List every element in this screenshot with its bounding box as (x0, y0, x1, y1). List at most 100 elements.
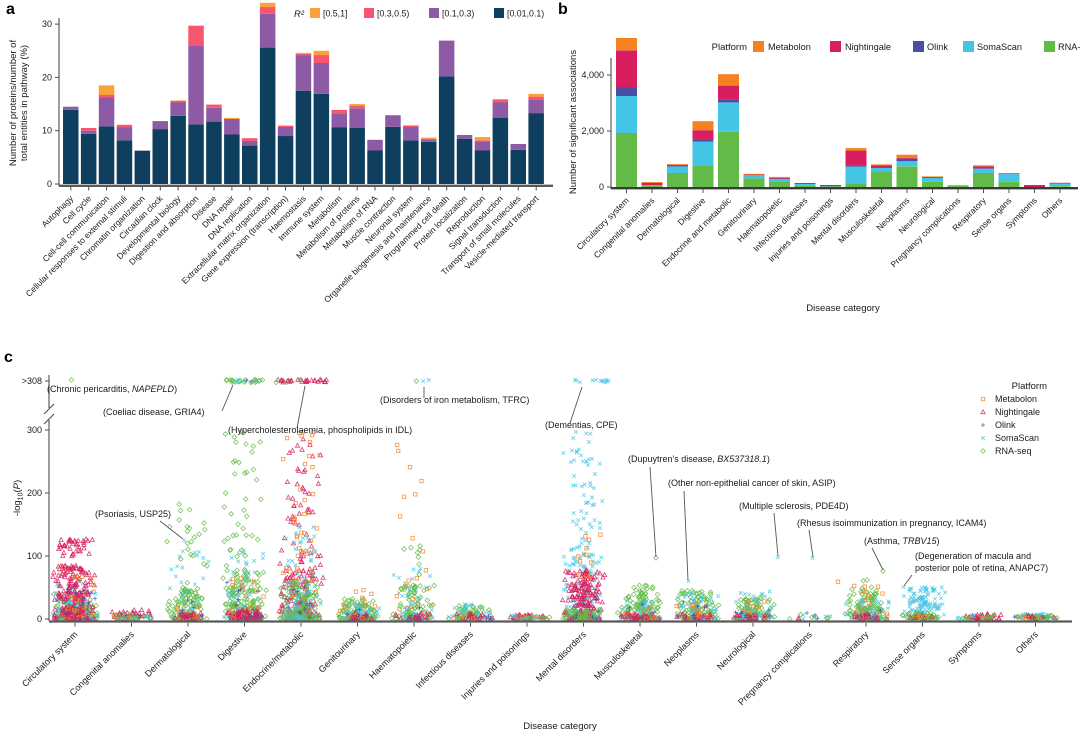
panel-c-axis-break-mark (43, 403, 55, 415)
annotation-connector (903, 574, 913, 587)
bar-segment (492, 99, 509, 103)
bar-segment (769, 177, 790, 179)
panel-c-x-tick-label: Genitourinary (317, 629, 363, 675)
bar-segment (510, 149, 526, 184)
annotation-label: (Chronic pericarditis, NAPEPLD) (47, 384, 177, 394)
bar-segment (224, 117, 240, 119)
bar-segment (769, 181, 790, 187)
bar-segment (403, 125, 419, 127)
bar-segment (616, 133, 637, 187)
panel-c-x-tick-label: Respiratory (831, 629, 871, 669)
bar-segment (718, 102, 739, 132)
annotation-connector (221, 384, 234, 412)
panel-c-legend-label: RNA-seq (995, 446, 1032, 456)
bar-segment (1049, 182, 1071, 184)
panel-a-bars (63, 2, 544, 184)
bar-segment (667, 165, 688, 167)
bar-segment (134, 150, 151, 151)
bar-segment (349, 105, 365, 109)
panel-c-x-tick-label: Mental disorders (534, 629, 588, 683)
panel-b-legend-swatch (913, 41, 924, 52)
panel-a-y-tick-label: 30 (42, 19, 52, 29)
bar-segment (313, 63, 330, 94)
bar-segment (922, 178, 943, 182)
panel-c-x-tick-label: Congenital anomalies (68, 629, 137, 698)
scatter-category-others (1012, 611, 1060, 622)
bar-segment (896, 161, 918, 167)
panel-c-axis-break-mark (43, 413, 55, 425)
bar-segment (667, 173, 688, 187)
bar-segment (743, 175, 765, 179)
bar-segment (170, 102, 186, 116)
bar-segment (896, 157, 918, 159)
bar-segment (421, 139, 437, 142)
bar-segment (80, 128, 97, 131)
scatter-category-symptoms (955, 610, 1004, 622)
bar-segment (259, 47, 276, 184)
annotation-label: (Dementias, CPE) (545, 420, 618, 430)
bar-segment (259, 7, 276, 14)
bar-segment (692, 121, 714, 131)
annotation-connector (569, 386, 583, 424)
scatter-category-dermatological (164, 501, 211, 622)
scatter-category-sense-organs (899, 584, 948, 622)
panel-c-legend-label: SomaScan (995, 433, 1039, 443)
scatter-category-respiratory (835, 568, 891, 622)
bar-segment (224, 134, 240, 184)
panel-b-legend-label: RNA-seq (1058, 42, 1080, 52)
panel-b-x-axis-title: Disease category (806, 303, 880, 314)
bar-segment (641, 182, 663, 185)
bar-segment (667, 164, 688, 165)
panel-c-letter: c (4, 349, 13, 366)
bar-segment (403, 140, 419, 184)
bar-segment (385, 115, 401, 127)
bar-segment (421, 137, 437, 139)
bar-segment (667, 164, 688, 166)
panel-a-y-tick-label: 0 (47, 179, 52, 189)
bar-segment (769, 178, 790, 182)
annotation-label: (Hypercholesterolaemia, phospholipids in… (228, 425, 412, 435)
panel-b-legend-label: Metabolon (768, 42, 811, 52)
annotation-label: (Multiple sclerosis, PDE4D) (739, 501, 849, 511)
annotation-connector (773, 512, 779, 557)
annotation-connector (649, 466, 657, 558)
panel-c-x-tick-label: Dermatological (143, 629, 193, 679)
panel-a-legend-label: [0.01,0.1) (507, 9, 544, 19)
bar-segment (421, 141, 437, 184)
bar-segment (692, 141, 714, 166)
bar-segment (188, 25, 204, 46)
bar-segment (492, 117, 509, 184)
bar-segment (871, 165, 892, 168)
panel-c-y-axis-title: -log10(P) (12, 480, 25, 516)
bar-segment (743, 178, 765, 187)
scatter-category-genitourinary (336, 588, 382, 622)
bar-segment (63, 106, 79, 110)
bar-segment (242, 140, 258, 146)
bar-segment (331, 113, 347, 128)
bar-segment (973, 166, 994, 169)
panel-b-legend-label: SomaScan (977, 42, 1022, 52)
panel-a-legend-swatch (310, 8, 320, 18)
annotation-label: (Disorders of iron metabolism, TFRC) (380, 395, 529, 405)
panel-a-legend-label: [0.1,0.3) (442, 9, 474, 19)
bar-segment (845, 148, 867, 151)
bar-segment (528, 99, 544, 114)
bar-segment (794, 183, 816, 184)
bar-segment (313, 55, 330, 63)
bar-segment (421, 138, 437, 140)
annotation-connector (808, 529, 814, 558)
bar-segment (528, 96, 544, 100)
bar-segment (313, 93, 330, 184)
bar-segment (98, 95, 115, 98)
bar-segment (973, 173, 994, 187)
bar-segment (616, 38, 637, 51)
bar-segment (641, 185, 663, 186)
panel-c-x-tick-label: Circulatory system (20, 629, 79, 688)
panel-b-y-axis-title: Number of significant associations (568, 50, 579, 194)
panel-c-x-tick-label: Neoplasms (662, 629, 701, 668)
bar-segment (528, 113, 544, 184)
bar-segment (769, 176, 790, 178)
panel-b-legend-swatch (753, 41, 764, 52)
panel-c-x-tick-label: Sense organs (881, 629, 928, 676)
bar-segment (349, 108, 365, 128)
